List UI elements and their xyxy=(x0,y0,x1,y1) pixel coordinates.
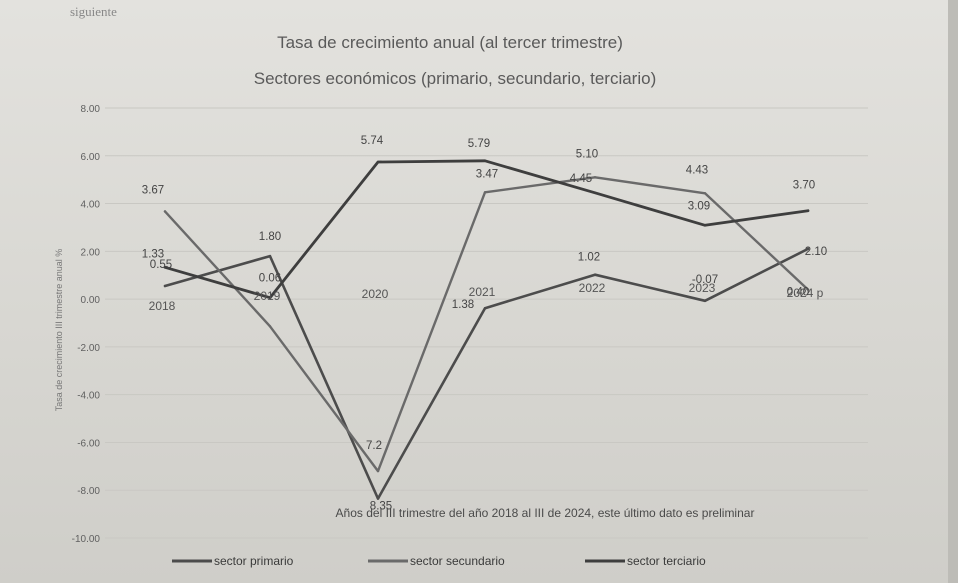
y-axis-ticks: 8.00 6.00 4.00 2.00 0.00 -2.00 -4.00 -6.00 -8.00… xyxy=(72,104,101,545)
data-point xyxy=(593,191,597,195)
data-label: 2.10 xyxy=(805,246,827,258)
data-point xyxy=(268,296,272,299)
series-line-2 xyxy=(163,176,810,473)
x-category-label: 2019 xyxy=(254,289,281,303)
x-category-label: 2021 xyxy=(469,285,496,299)
data-label: 1.33 xyxy=(142,248,164,260)
data-label: 5.74 xyxy=(361,135,384,147)
data-label: -0.07 xyxy=(692,274,718,286)
data-label: 5.79 xyxy=(468,138,490,150)
data-point xyxy=(703,192,707,195)
y-tick-label: 8.00 xyxy=(81,104,101,115)
data-label: 1.38 xyxy=(452,299,474,311)
x-category-label: 2018 xyxy=(149,299,176,313)
x-axis-categories: 2018 2019 2020 2021 2022 2023 2024 p xyxy=(149,281,824,313)
data-point xyxy=(163,284,167,288)
top-fragment-text: siguiente xyxy=(70,4,117,19)
x-category-label: 2024 p xyxy=(787,286,824,300)
y-tick-label: -10.00 xyxy=(72,534,101,545)
y-tick-label: 4.00 xyxy=(81,200,101,211)
data-label: 0.06 xyxy=(259,273,281,285)
data-point xyxy=(806,288,810,291)
data-label: 0.55 xyxy=(150,259,172,271)
x-category-label: 2023 xyxy=(689,281,716,295)
chart-subtitle: Sectores económicos (primario, secundari… xyxy=(254,69,657,88)
data-point xyxy=(268,325,272,328)
legend: sector primario sector secundario sector t… xyxy=(172,554,706,568)
series-lines xyxy=(163,159,810,500)
data-point xyxy=(376,497,380,500)
data-label: 0.40 xyxy=(787,287,809,299)
legend-label: sector primario xyxy=(214,554,294,568)
y-tick-label: -6.00 xyxy=(77,438,100,449)
data-point xyxy=(806,247,810,251)
data-label: 4.43 xyxy=(686,164,708,176)
data-label: 4.45 xyxy=(570,173,592,185)
data-point xyxy=(703,299,707,302)
chart-title: Tasa de crecimiento anual (al tercer tri… xyxy=(277,33,623,52)
data-label: 3.67 xyxy=(142,184,164,196)
data-label: 5.10 xyxy=(576,148,598,160)
y-tick-label: -4.00 xyxy=(77,391,100,402)
legend-label: sector secundario xyxy=(410,554,505,568)
data-point xyxy=(806,209,810,212)
gridlines xyxy=(105,107,868,539)
page-edge-shadow xyxy=(948,0,958,583)
y-axis-label: Tasa de crecimiento III trimestre anual … xyxy=(54,249,64,412)
data-point xyxy=(593,176,597,179)
data-label: 3.70 xyxy=(793,180,815,192)
data-label: 7.2 xyxy=(366,440,382,452)
y-tick-label: 0.00 xyxy=(81,295,101,306)
data-point xyxy=(483,306,487,310)
x-category-label: 2022 xyxy=(579,281,606,295)
x-category-label: 2020 xyxy=(362,287,389,301)
data-label: 1.80 xyxy=(259,231,281,243)
y-tick-label: -8.00 xyxy=(77,486,100,497)
data-point xyxy=(268,254,272,258)
data-label: 8.35 xyxy=(370,501,392,513)
y-tick-label: -2.00 xyxy=(77,343,100,354)
data-point xyxy=(376,469,380,473)
data-point xyxy=(163,210,167,213)
y-tick-label: 6.00 xyxy=(81,152,101,163)
data-labels: 0.55 1.80 8.35 1.38 1.02 -0.07 2.10 3.67 7.2 3.47… xyxy=(142,135,827,513)
data-point xyxy=(483,191,487,194)
data-point xyxy=(483,159,487,162)
data-point xyxy=(376,160,380,164)
data-point xyxy=(703,224,707,227)
data-label: 3.09 xyxy=(688,200,710,212)
data-label: 1.02 xyxy=(578,252,600,264)
x-axis-caption: Años del III trimestre del año 2018 al I… xyxy=(336,506,755,520)
data-point xyxy=(163,266,167,269)
y-tick-label: 2.00 xyxy=(81,247,101,258)
data-point xyxy=(593,273,597,276)
legend-label: sector terciario xyxy=(627,554,706,568)
data-label: 3.47 xyxy=(476,168,498,180)
